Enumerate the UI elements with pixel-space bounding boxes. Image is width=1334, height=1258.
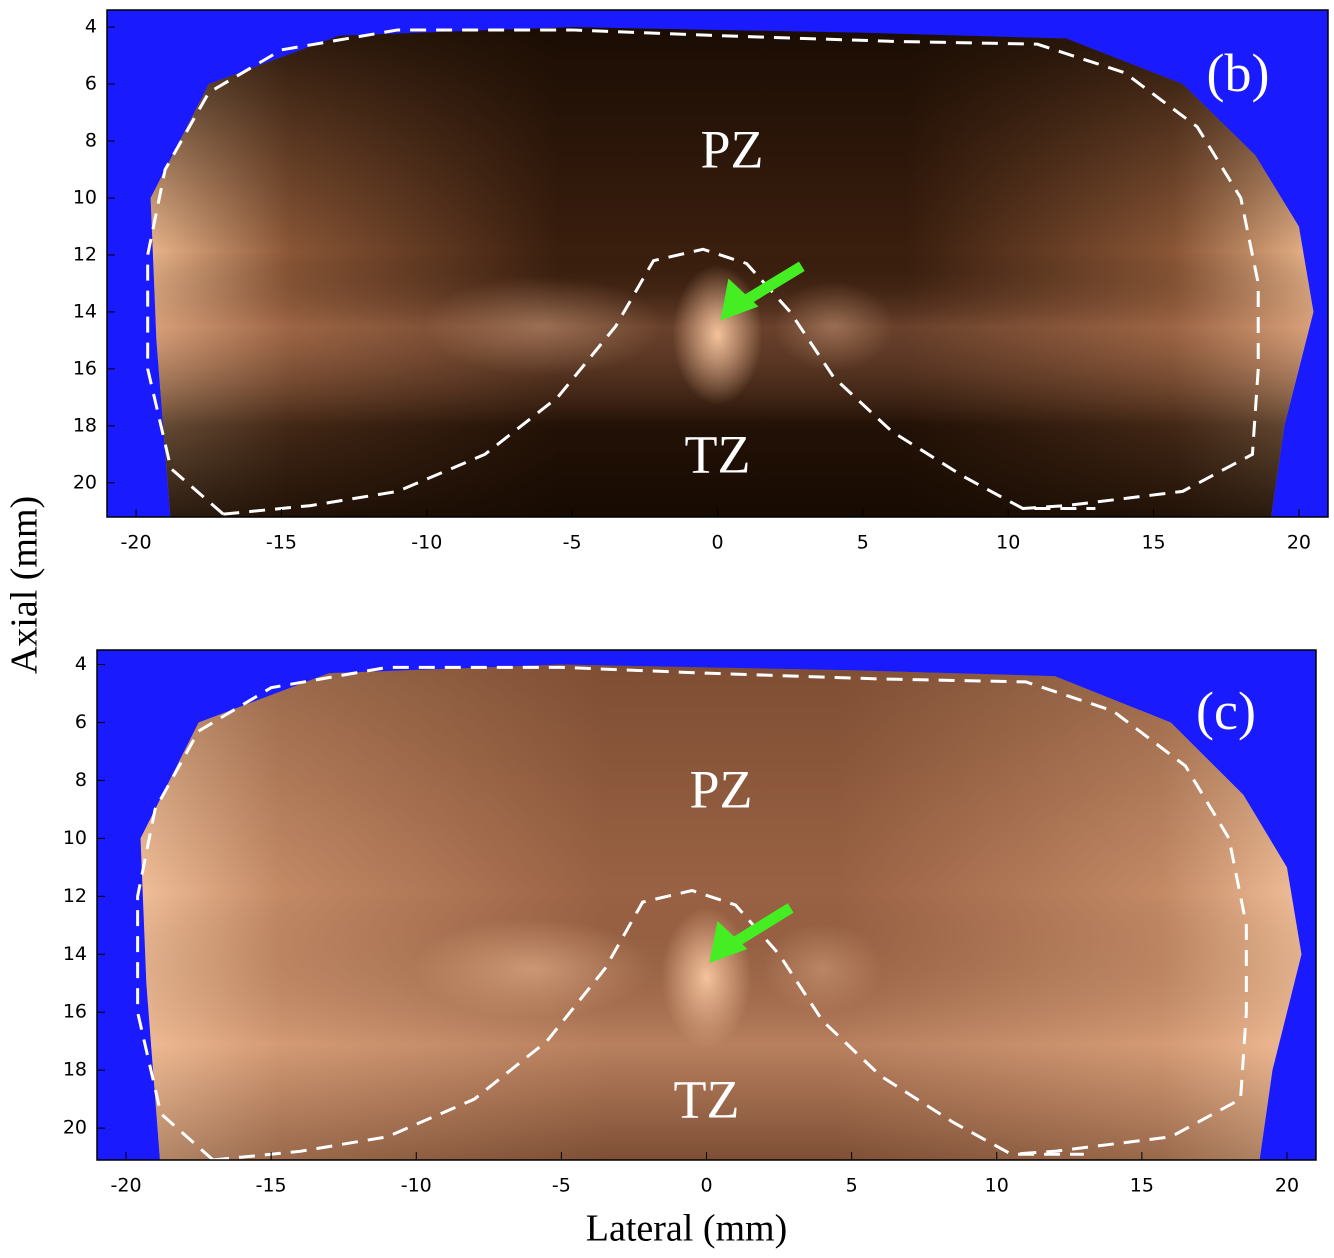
x-tick-label: 20 bbox=[1287, 532, 1311, 554]
y-tick-label: 8 bbox=[75, 769, 87, 791]
y-tick-label: 8 bbox=[85, 130, 97, 152]
y-tick-label: 4 bbox=[75, 653, 87, 675]
x-axis-label: Lateral (mm) bbox=[586, 1208, 788, 1250]
annotation: PZ bbox=[689, 759, 752, 819]
y-tick-label: 16 bbox=[63, 1001, 87, 1023]
panel: (c) PZ TZ -20 -15 -10 -5 0 5 10 15 20 4 6 8 10 12 14 16 18 2… bbox=[63, 649, 1317, 1250]
annotation: TZ bbox=[685, 424, 751, 484]
y-tick-label: 16 bbox=[73, 357, 97, 379]
y-tick-label: 6 bbox=[85, 73, 97, 95]
boundary bbox=[136, 665, 1248, 1160]
x-tick-label: -5 bbox=[552, 1175, 571, 1197]
y-tick-label: 4 bbox=[85, 16, 97, 38]
x-tick-label: 10 bbox=[996, 532, 1020, 554]
bright-spot bbox=[773, 281, 894, 372]
x-tick-label: -15 bbox=[266, 532, 297, 554]
y-tick-label: 18 bbox=[63, 1059, 87, 1081]
y-tick-label: 10 bbox=[63, 827, 87, 849]
image-area bbox=[107, 10, 1328, 517]
y-tick-label: 10 bbox=[73, 186, 97, 208]
annotation: TZ bbox=[674, 1069, 740, 1129]
y-axis-label: Axial (mm) bbox=[4, 496, 46, 674]
arrow-head bbox=[720, 278, 759, 321]
y-tick-label: 14 bbox=[63, 943, 87, 965]
x-tick-label: 0 bbox=[711, 532, 723, 554]
bright-spot bbox=[412, 918, 653, 1019]
y-tick-label: 14 bbox=[73, 300, 97, 322]
x-tick-label: 0 bbox=[700, 1175, 712, 1197]
bright-spot bbox=[423, 276, 664, 377]
y-tick-label: 20 bbox=[73, 471, 97, 493]
annotation: (c) bbox=[1196, 681, 1256, 741]
y-tick-label: 20 bbox=[63, 1117, 87, 1139]
bright-spot bbox=[661, 907, 752, 1048]
panel: (b) PZ TZ -20 -15 -10 -5 0 5 10 15 20 4 6 8 10 12 14 16 18 2… bbox=[4, 9, 1329, 674]
y-tick-label: 12 bbox=[63, 885, 87, 907]
arrow-head bbox=[709, 920, 748, 963]
arrow-shaft bbox=[726, 903, 794, 951]
x-tick-label: -20 bbox=[121, 532, 152, 554]
x-tick-label: -10 bbox=[411, 532, 442, 554]
x-tick-label: -10 bbox=[401, 1175, 432, 1197]
x-tick-label: 5 bbox=[846, 1175, 858, 1197]
annotation: (b) bbox=[1207, 43, 1270, 103]
annotation: PZ bbox=[701, 120, 764, 180]
tz-boundary bbox=[212, 888, 1084, 1160]
y-tick-label: 12 bbox=[73, 243, 97, 265]
x-tick-label: -15 bbox=[256, 1175, 287, 1197]
image-area bbox=[97, 650, 1316, 1160]
x-tick-label: 5 bbox=[857, 532, 869, 554]
y-tick-label: 6 bbox=[75, 711, 87, 733]
x-tick-label: 15 bbox=[1141, 532, 1165, 554]
x-tick-label: 10 bbox=[985, 1175, 1009, 1197]
x-tick-label: -5 bbox=[563, 532, 582, 554]
y-tick-label: 18 bbox=[73, 414, 97, 436]
x-tick-label: 20 bbox=[1275, 1175, 1299, 1197]
boundary bbox=[146, 28, 1260, 516]
tz-boundary bbox=[223, 247, 1096, 516]
bright-spot bbox=[762, 923, 883, 1014]
x-tick-label: 15 bbox=[1130, 1175, 1154, 1197]
bright-spot bbox=[672, 264, 763, 405]
arrow-shaft bbox=[737, 261, 805, 309]
x-tick-label: -20 bbox=[111, 1175, 142, 1197]
